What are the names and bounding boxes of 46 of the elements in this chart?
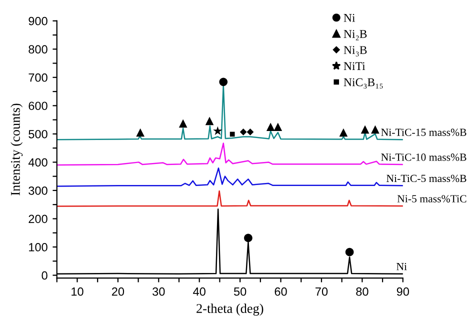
x-axis-title: 2-theta (deg) — [196, 304, 264, 316]
point — [244, 234, 252, 242]
point — [178, 119, 188, 128]
y-tick-label: 700 — [28, 73, 48, 82]
y-tick-label: 800 — [28, 45, 48, 54]
x-tick-label: 30 — [152, 287, 165, 296]
x-tick-label: 40 — [193, 287, 206, 296]
series-label: Ni — [396, 262, 407, 270]
point — [205, 116, 214, 126]
legend-label: Ni₃B — [344, 46, 367, 56]
y-tick-label: 400 — [28, 158, 48, 167]
series-label: Ni-TiC-15 mass%B — [381, 128, 466, 136]
point — [274, 122, 282, 132]
y-tick-label: 0 — [42, 271, 48, 280]
point — [266, 122, 275, 132]
x-tick-label: 50 — [234, 287, 246, 296]
y-tick-label: 100 — [29, 243, 48, 252]
point — [339, 128, 348, 137]
x-tick-label: 80 — [356, 287, 368, 296]
x-tick-label: 60 — [274, 287, 287, 296]
legend-label: Ni₂B — [344, 30, 367, 40]
point — [240, 128, 247, 136]
point — [136, 128, 144, 137]
y-tick-label: 200 — [28, 214, 48, 224]
x-tick-label: 90 — [396, 287, 410, 296]
y-tick-label: 300 — [28, 186, 48, 195]
point — [360, 125, 370, 134]
x-tick-label: 10 — [72, 287, 84, 296]
series-label: Ni-5 mass%TiC — [397, 195, 466, 202]
series-label: Ni-TiC-5 mass%B — [386, 174, 466, 182]
y-tick-label: 500 — [28, 130, 48, 138]
legend-label: NiTi — [344, 62, 366, 70]
legend-label: NiC₃B₁₅ — [344, 78, 383, 89]
x-tick-label: 70 — [316, 287, 328, 296]
x-tick-label: 20 — [112, 287, 124, 296]
point — [213, 126, 222, 136]
series-label: Ni-TiC-10 mass%B — [381, 154, 466, 161]
y-tick-label: 600 — [28, 102, 48, 110]
point — [219, 78, 228, 86]
y-tick-label: 900 — [28, 16, 48, 26]
y-axis-title: Intensity (counts) — [10, 104, 23, 196]
point — [230, 132, 235, 137]
point — [345, 248, 354, 256]
point — [371, 125, 380, 134]
legend-label: Ni — [344, 14, 356, 22]
point — [246, 128, 254, 136]
